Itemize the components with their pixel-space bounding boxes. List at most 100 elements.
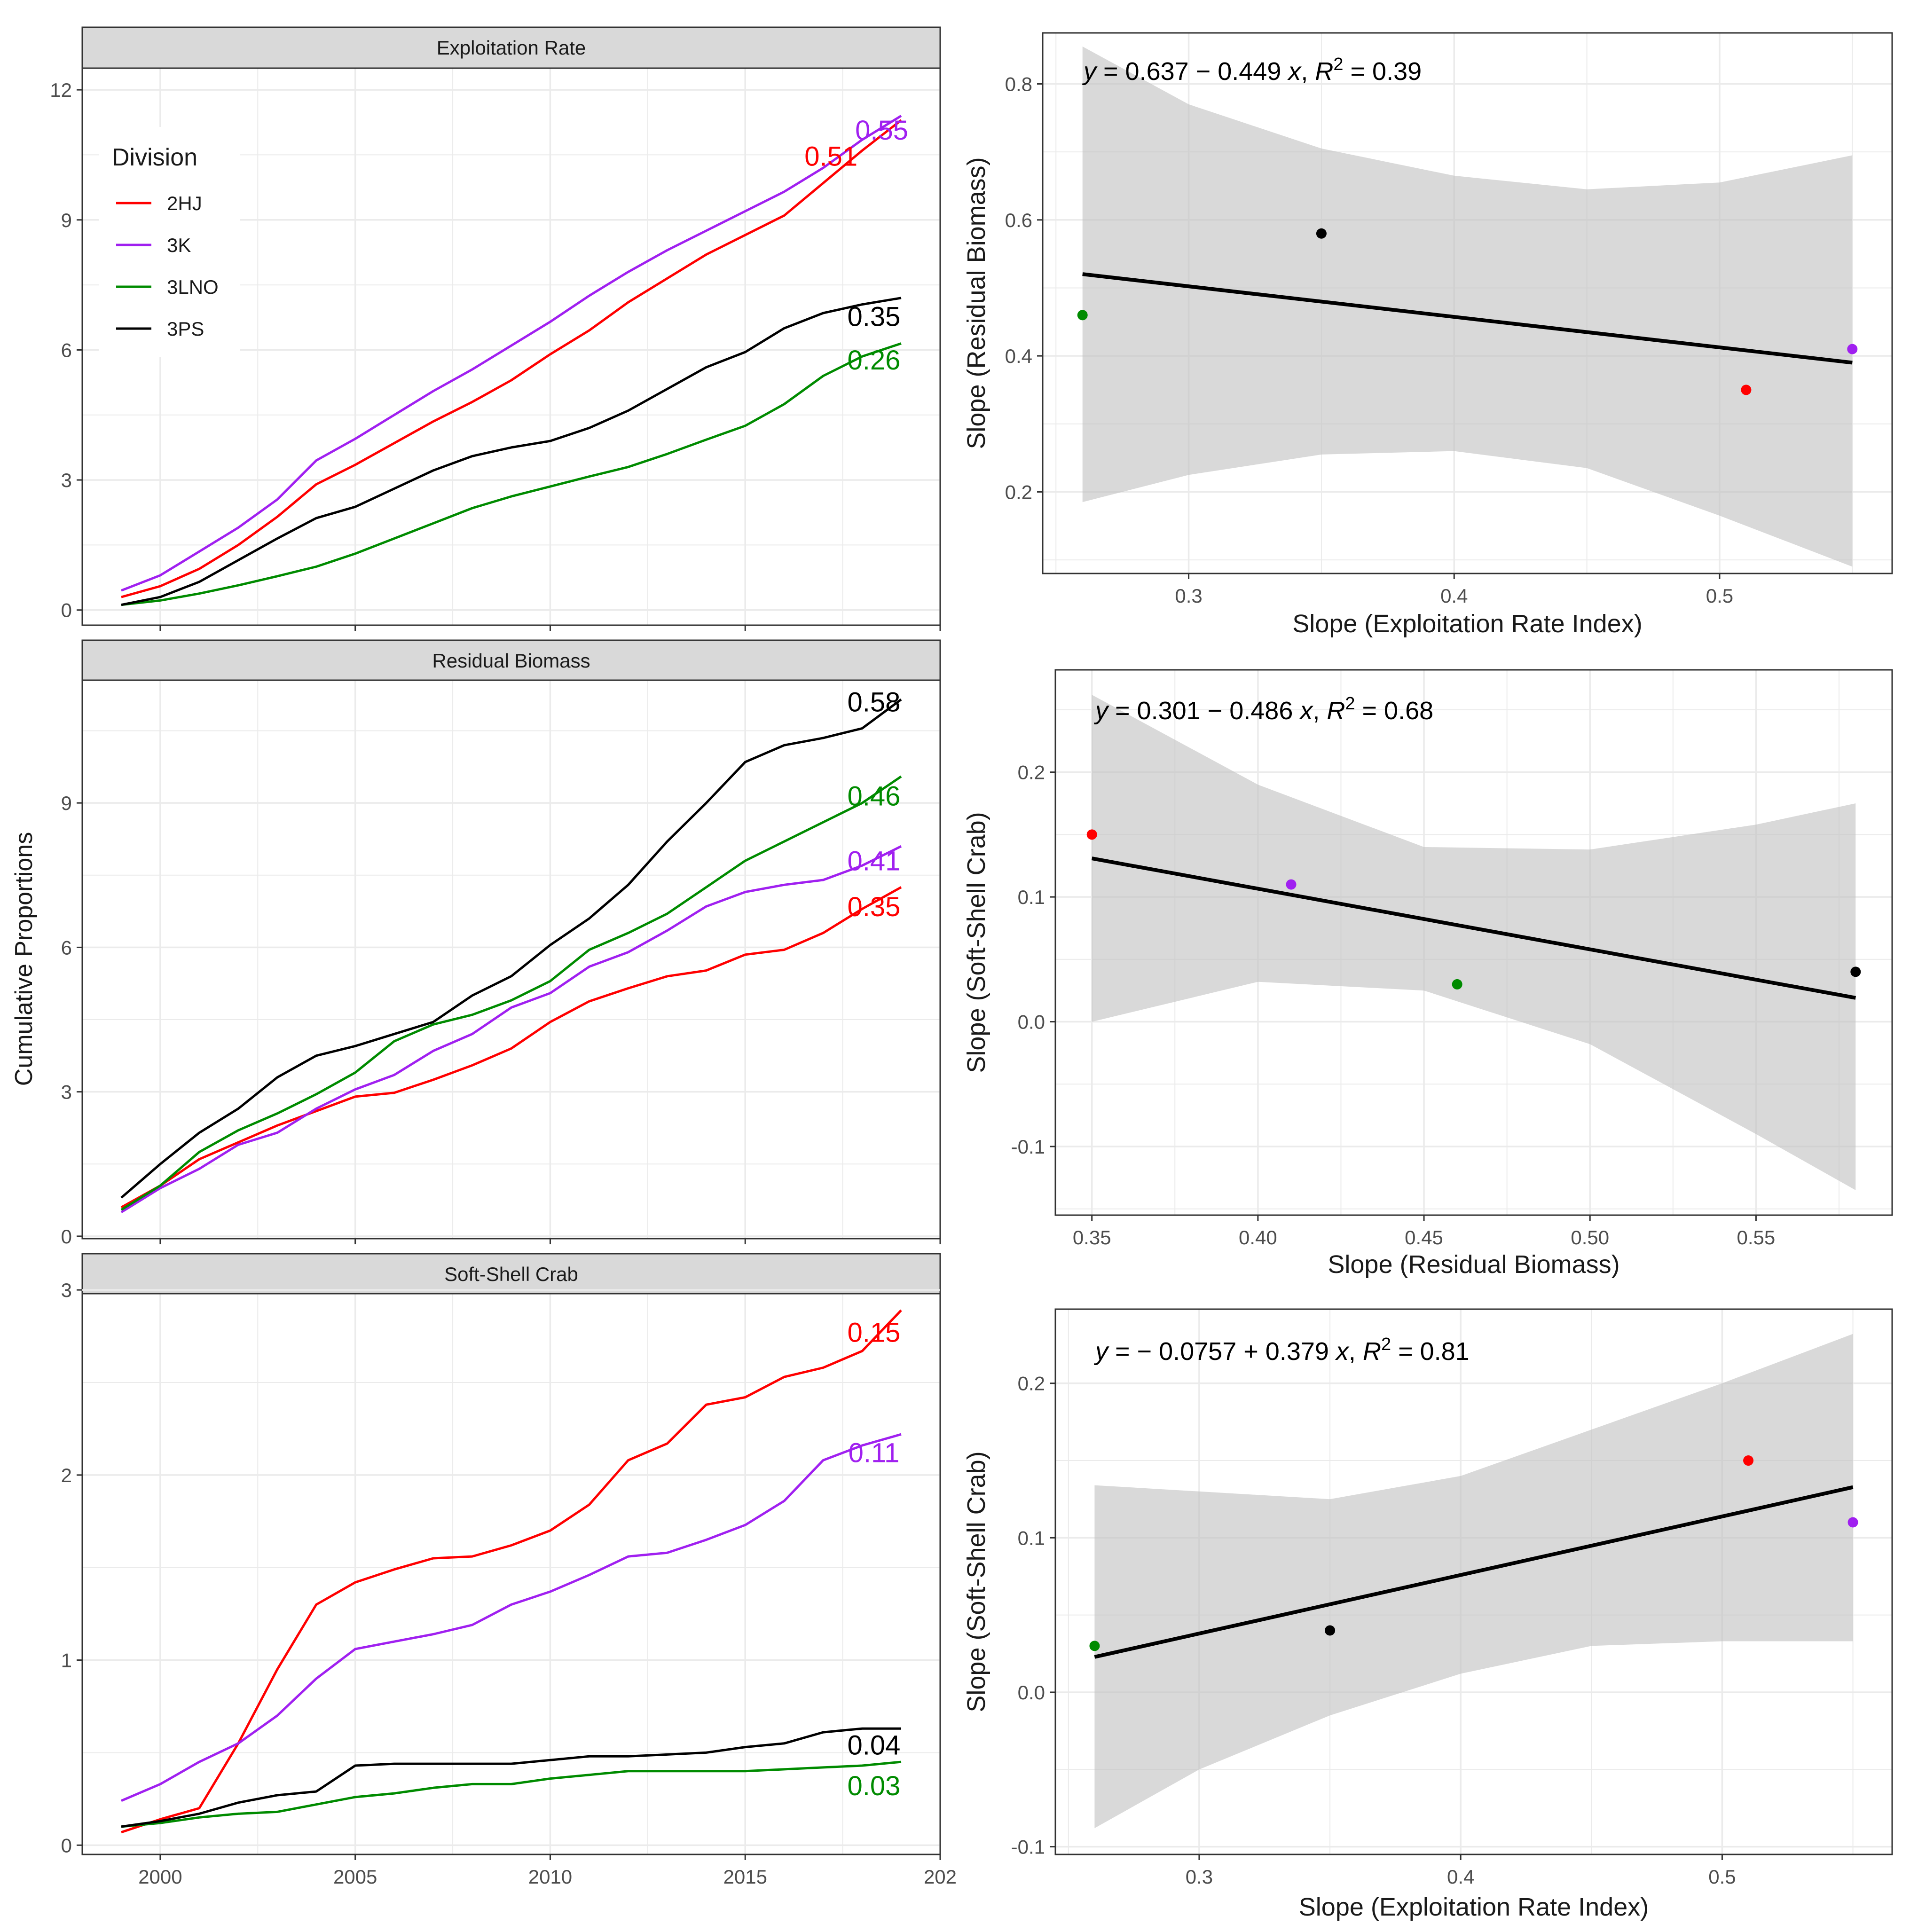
series-line-3K [121, 1433, 902, 1802]
regression-panel-3: y = − 0.0757 + 0.379 x, R2 = 0.81 -0.1 0.0… [962, 1308, 1893, 1921]
regression-line [1091, 856, 1856, 1000]
y-tick-label: 0 [61, 599, 72, 621]
legend-label-3LNO: 3LNO [167, 276, 219, 298]
y-tick-label: 6 [61, 936, 72, 958]
end-label-3PS: 0.04 [848, 1730, 901, 1760]
end-label-3PS: 0.58 [848, 687, 901, 718]
y-tick-label: -0.1 [1011, 1136, 1045, 1158]
end-label-3LNO: 0.03 [848, 1771, 901, 1801]
point-2HJ [1086, 829, 1097, 840]
x-tick-label: 0.4 [1447, 1866, 1474, 1888]
point-3PS [1850, 966, 1861, 977]
series-line-3LNO [121, 1760, 902, 1828]
y-tick-label: 0.2 [1018, 762, 1045, 784]
y-tick-label: 0.0 [1018, 1681, 1045, 1704]
series-line-2HJ [120, 886, 902, 1209]
y-tick-label: 2 [61, 1464, 72, 1486]
panel-border [1054, 1308, 1893, 1855]
end-label-3K: 0.41 [848, 846, 901, 877]
y-tick-label: 3 [61, 469, 72, 491]
plot-background [82, 680, 940, 1239]
x-tick-label: 0.5 [1706, 585, 1733, 607]
legend-label-3PS: 3PS [167, 318, 204, 340]
x-tick-label: 0.55 [1737, 1226, 1776, 1249]
y-tick-label: 0.6 [1005, 209, 1032, 231]
x-tick-label: 2000 [138, 1866, 182, 1888]
strip-header [81, 26, 941, 69]
end-label-3PS: 0.35 [848, 302, 901, 332]
point-3LNO [1452, 979, 1462, 990]
y-tick-label: 9 [61, 792, 72, 814]
series-line-3LNO [121, 342, 902, 606]
regression-equation: y = 0.301 − 0.486 x, R2 = 0.68 [1093, 694, 1433, 725]
x-tick-label: 0.3 [1175, 585, 1202, 607]
series-line-3LNO [120, 775, 902, 1211]
y-tick-label: 3 [61, 1081, 72, 1103]
x-tick-label: 0.5 [1708, 1866, 1736, 1888]
x-tick-label: 0.35 [1073, 1226, 1111, 1249]
series-line-3K [120, 845, 902, 1213]
plot-background [82, 1294, 940, 1854]
y-axis-title: Slope (Soft-Shell Crab) [962, 1451, 990, 1712]
y-tick-label: 0.8 [1005, 73, 1032, 95]
x-tick-label: 0.45 [1405, 1226, 1443, 1249]
y-tick-label: 0.2 [1005, 481, 1032, 503]
regression-panel-2: y = 0.301 − 0.486 x, R2 = 0.68 -0.1 0.0 0.1… [962, 669, 1893, 1279]
strip-header [81, 1253, 941, 1295]
panel-border [81, 679, 941, 1240]
regression-equation: y = 0.637 − 0.449 x, R2 = 0.39 [1082, 55, 1422, 86]
strip-header [81, 639, 941, 681]
panel-residual-biomass: Residual Biomass 0.35 0.41 0.46 0.58 0 3 6 9 [61, 639, 941, 1248]
series-line-3PS [120, 698, 902, 1199]
x-tick-label: 0.50 [1571, 1226, 1609, 1249]
legend-label-3K: 3K [167, 234, 191, 256]
series-line-2HJ [121, 1309, 902, 1834]
regression-line [1094, 1485, 1854, 1659]
y-tick-label: 0 [61, 1834, 72, 1856]
y-tick-label: 0.4 [1005, 345, 1032, 367]
point-3PS [1325, 1625, 1336, 1636]
point-3PS [1316, 228, 1327, 239]
point-2HJ [1741, 385, 1752, 395]
x-tick-label: 2015 [723, 1866, 767, 1888]
x-tick-label: 0.40 [1239, 1226, 1277, 1249]
confidence-band [1092, 695, 1856, 1190]
series-line-3PS [121, 1727, 901, 1828]
legend: Division 2HJ 3K 3LNO 3PS [99, 127, 240, 357]
y-tick-label: 0.1 [1018, 1527, 1045, 1549]
end-label-3LNO: 0.46 [848, 781, 901, 811]
confidence-band [1094, 1334, 1853, 1829]
end-label-2HJ: 0.51 [804, 141, 857, 172]
y-tick-label: 12 [50, 79, 72, 101]
x-tick-label: 2010 [528, 1866, 572, 1888]
x-axis-title: Slope (Exploitation Rate Index) [1292, 610, 1642, 638]
legend-label-2HJ: 2HJ [167, 192, 202, 214]
y-tick-label: -0.1 [1011, 1836, 1045, 1858]
series-line-3K [121, 115, 902, 592]
y-tick-label: 0 [61, 1225, 72, 1248]
series-line-3PS [121, 297, 902, 606]
y-tick-label: 9 [61, 209, 72, 231]
end-label-2HJ: 0.15 [848, 1317, 901, 1348]
point-3LNO [1077, 310, 1088, 321]
y-axis-title: Cumulative Proportions [10, 832, 38, 1086]
point-2HJ [1743, 1455, 1754, 1466]
legend-background [99, 127, 240, 357]
y-tick-label: 1 [61, 1649, 72, 1672]
y-tick-label: 0.2 [1018, 1373, 1045, 1395]
y-axis-title: Slope (Residual Biomass) [962, 157, 990, 449]
x-tick-label: 0.4 [1440, 585, 1468, 607]
y-tick-label: 0.0 [1018, 1011, 1045, 1033]
x-tick-label: 0.3 [1186, 1866, 1213, 1888]
x-tick-label: 2005 [333, 1866, 377, 1888]
x-axis-title: Slope (Residual Biomass) [1328, 1250, 1619, 1279]
panel-soft-shell-crab: Soft-Shell Crab 0.15 0.11 0.03 0.04 0 1 2 3 2000 2… [61, 1253, 957, 1888]
panel-border [81, 67, 941, 626]
panel-border [1042, 32, 1893, 574]
x-tick-label: 202 [924, 1866, 957, 1888]
point-3LNO [1089, 1641, 1100, 1651]
regression-panel-1: y = 0.637 − 0.449 x, R2 = 0.39 0.2 0.4 0.6 0… [962, 32, 1893, 638]
x-axis-title: Slope (Exploitation Rate Index) [1299, 1893, 1649, 1921]
point-3K [1847, 344, 1858, 354]
y-tick-label: 3 [61, 1279, 72, 1301]
